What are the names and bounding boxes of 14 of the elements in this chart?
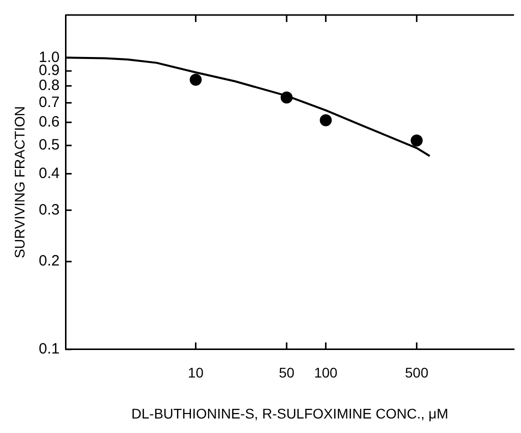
y-tick-label: 0.7	[38, 94, 60, 111]
x-tick-label: 50	[278, 364, 295, 381]
y-tick-label: 0.6	[38, 114, 60, 131]
x-tick-label: 100	[314, 364, 338, 381]
y-tick-label: 0.5	[38, 136, 60, 154]
y-axis-title: SURVIVING FRACTION	[11, 106, 28, 258]
y-tick-label: 0.3	[38, 201, 60, 218]
y-tick-label: 0.8	[38, 77, 60, 94]
y-tick-label: 0.4	[38, 164, 60, 182]
y-tick-label: 0.2	[38, 252, 60, 270]
x-tick-label: 500	[405, 364, 429, 381]
x-axis-title: DL-BUTHIONINE-S, R-SULFOXIMINE CONC., μM	[131, 405, 448, 422]
x-tick-label: 10	[188, 364, 204, 381]
y-tick-label: 0.1	[38, 340, 60, 358]
